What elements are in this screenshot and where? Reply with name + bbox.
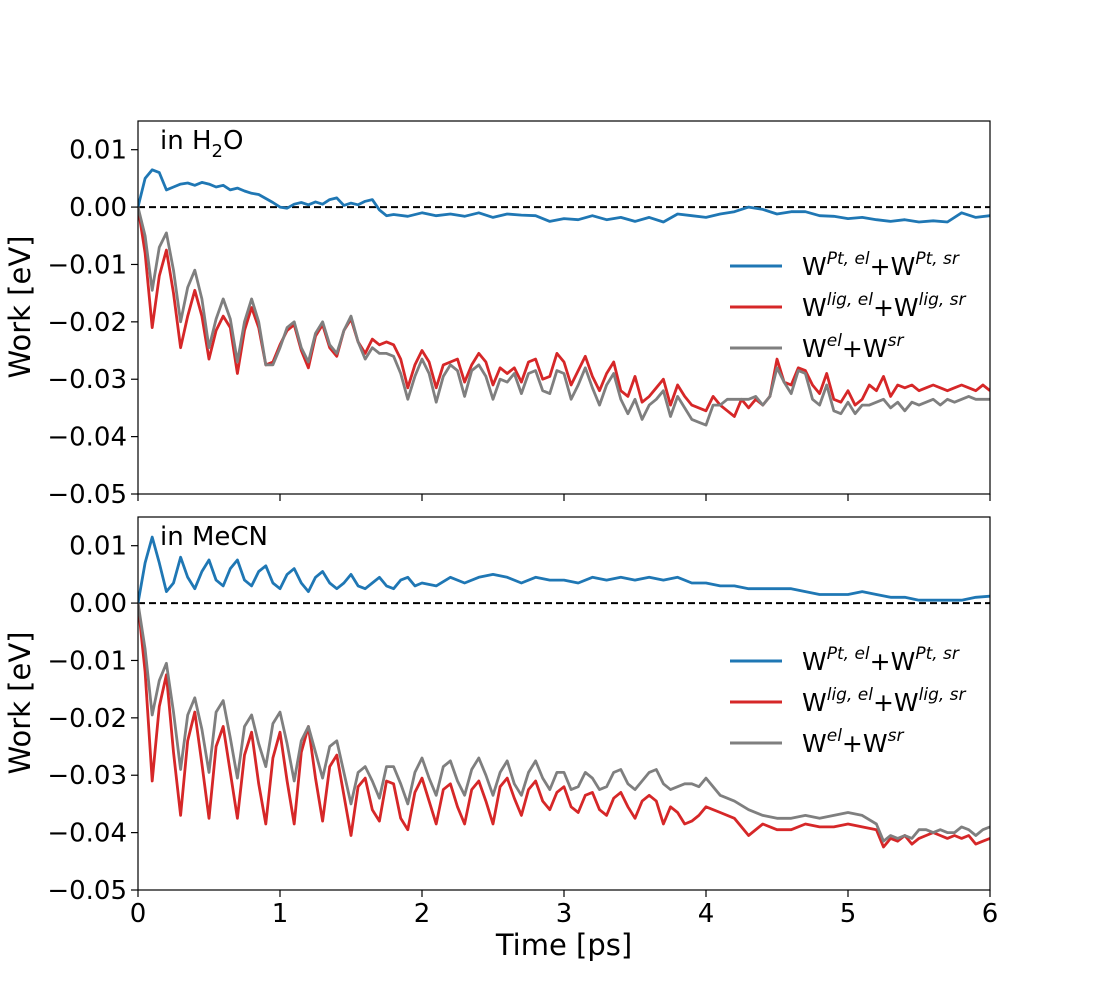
y-tick-label: −0.02 xyxy=(47,704,127,734)
x-tick-label: 3 xyxy=(556,899,573,929)
series-line-total xyxy=(138,602,990,843)
x-tick-label: 0 xyxy=(130,899,147,929)
legend-item: WPt, el+WPt, sr xyxy=(730,249,960,281)
x-tick-label: 2 xyxy=(414,899,431,929)
panel-label-h2o: in H2O xyxy=(160,126,243,162)
y-tick-label: −0.03 xyxy=(47,365,127,395)
legend-item: Wlig, el+Wlig, sr xyxy=(730,290,967,322)
y-tick-label: −0.03 xyxy=(47,761,127,791)
panel-h2o: in H2O Work [eV] 0.01 0.00 −0.01 −0.02 −0.03… xyxy=(3,120,991,510)
legend-item: WPt, el+WPt, sr xyxy=(730,644,960,676)
y-tick-label: −0.01 xyxy=(47,250,127,280)
legend-label: WPt, el+WPt, sr xyxy=(802,644,960,676)
y-tick-label: −0.05 xyxy=(47,876,127,906)
panel-label-mecn: in MeCN xyxy=(160,522,268,552)
series-line-lig xyxy=(138,602,990,849)
legend-item: Wel+Wsr xyxy=(730,726,904,758)
legend-label: Wel+Wsr xyxy=(802,331,904,363)
series-line-pt xyxy=(138,168,990,224)
legend-label: WPt, el+WPt, sr xyxy=(802,249,960,281)
series-line-pt xyxy=(138,535,990,604)
y-axis-label-bottom: Work [eV] xyxy=(3,632,37,775)
y-tick-label: −0.04 xyxy=(47,819,127,849)
y-tick-label: 0.00 xyxy=(69,589,127,619)
y-tick-label: −0.02 xyxy=(47,308,127,338)
x-tick-label: 4 xyxy=(698,899,715,929)
x-tick-label: 5 xyxy=(840,899,857,929)
x-axis-label: Time [ps] xyxy=(495,928,632,962)
y-tick-label: 0.01 xyxy=(69,136,127,166)
legend-label: Wlig, el+Wlig, sr xyxy=(802,685,967,717)
series-line-total xyxy=(138,206,990,427)
x-tick-label: 6 xyxy=(982,899,999,929)
legend-label: Wlig, el+Wlig, sr xyxy=(802,290,967,322)
y-tick-label: −0.01 xyxy=(47,646,127,676)
y-tick-label: −0.04 xyxy=(47,423,127,453)
y-tick-label: −0.05 xyxy=(47,480,127,510)
legend-item: Wlig, el+Wlig, sr xyxy=(730,685,967,717)
panel-mecn: in MeCN Work [eV] Time [ps] 0.01 0.00 −0.0… xyxy=(3,516,999,962)
legend-label: Wel+Wsr xyxy=(802,726,904,758)
x-tick-label: 1 xyxy=(272,899,289,929)
legend-item: Wel+Wsr xyxy=(730,331,904,363)
y-tick-label: 0.01 xyxy=(69,532,127,562)
y-tick-label: 0.00 xyxy=(69,193,127,223)
y-axis-label-top: Work [eV] xyxy=(3,236,37,379)
